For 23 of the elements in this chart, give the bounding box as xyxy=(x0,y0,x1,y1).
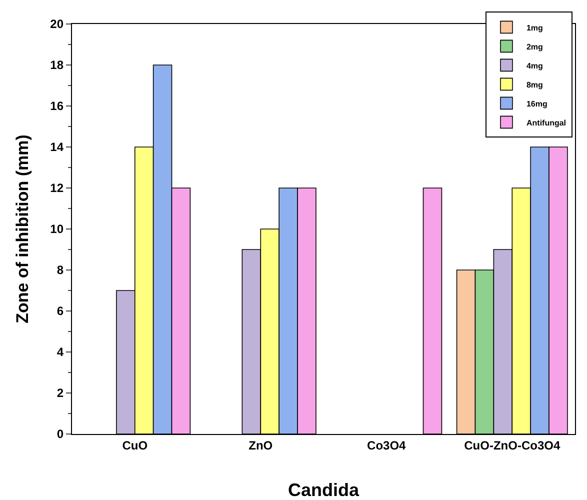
y-tick-label: 18 xyxy=(50,58,64,72)
y-tick-label: 8 xyxy=(56,263,64,278)
y-tick-label: 12 xyxy=(50,181,64,196)
y-axis-title: Zone of inhibition (mm) xyxy=(12,134,32,324)
legend-label: Antifungal xyxy=(526,118,566,128)
legend-label: 2mg xyxy=(526,42,544,52)
x-tick-label: ZnO xyxy=(248,438,273,452)
y-tick-label: 0 xyxy=(56,427,64,442)
legend-label: 16mg xyxy=(526,99,548,108)
legend-label: 1mg xyxy=(526,23,544,32)
y-tick-label: 14 xyxy=(50,140,64,154)
x-tick-label: CuO xyxy=(122,438,148,452)
x-tick-label: Co3O4 xyxy=(367,438,406,452)
y-tick-label: 4 xyxy=(56,345,64,360)
legend-label: 4mg xyxy=(526,61,544,70)
y-tick-label: 6 xyxy=(56,304,64,318)
y-tick-label: 16 xyxy=(50,99,64,114)
x-tick-label: CuO-ZnO-Co3O4 xyxy=(464,438,560,452)
x-axis-title: Candida xyxy=(288,480,360,500)
y-tick-label: 20 xyxy=(50,17,64,32)
y-tick-label: 10 xyxy=(50,222,64,236)
y-tick-label: 2 xyxy=(56,386,64,400)
legend-label: 8mg xyxy=(526,80,544,90)
